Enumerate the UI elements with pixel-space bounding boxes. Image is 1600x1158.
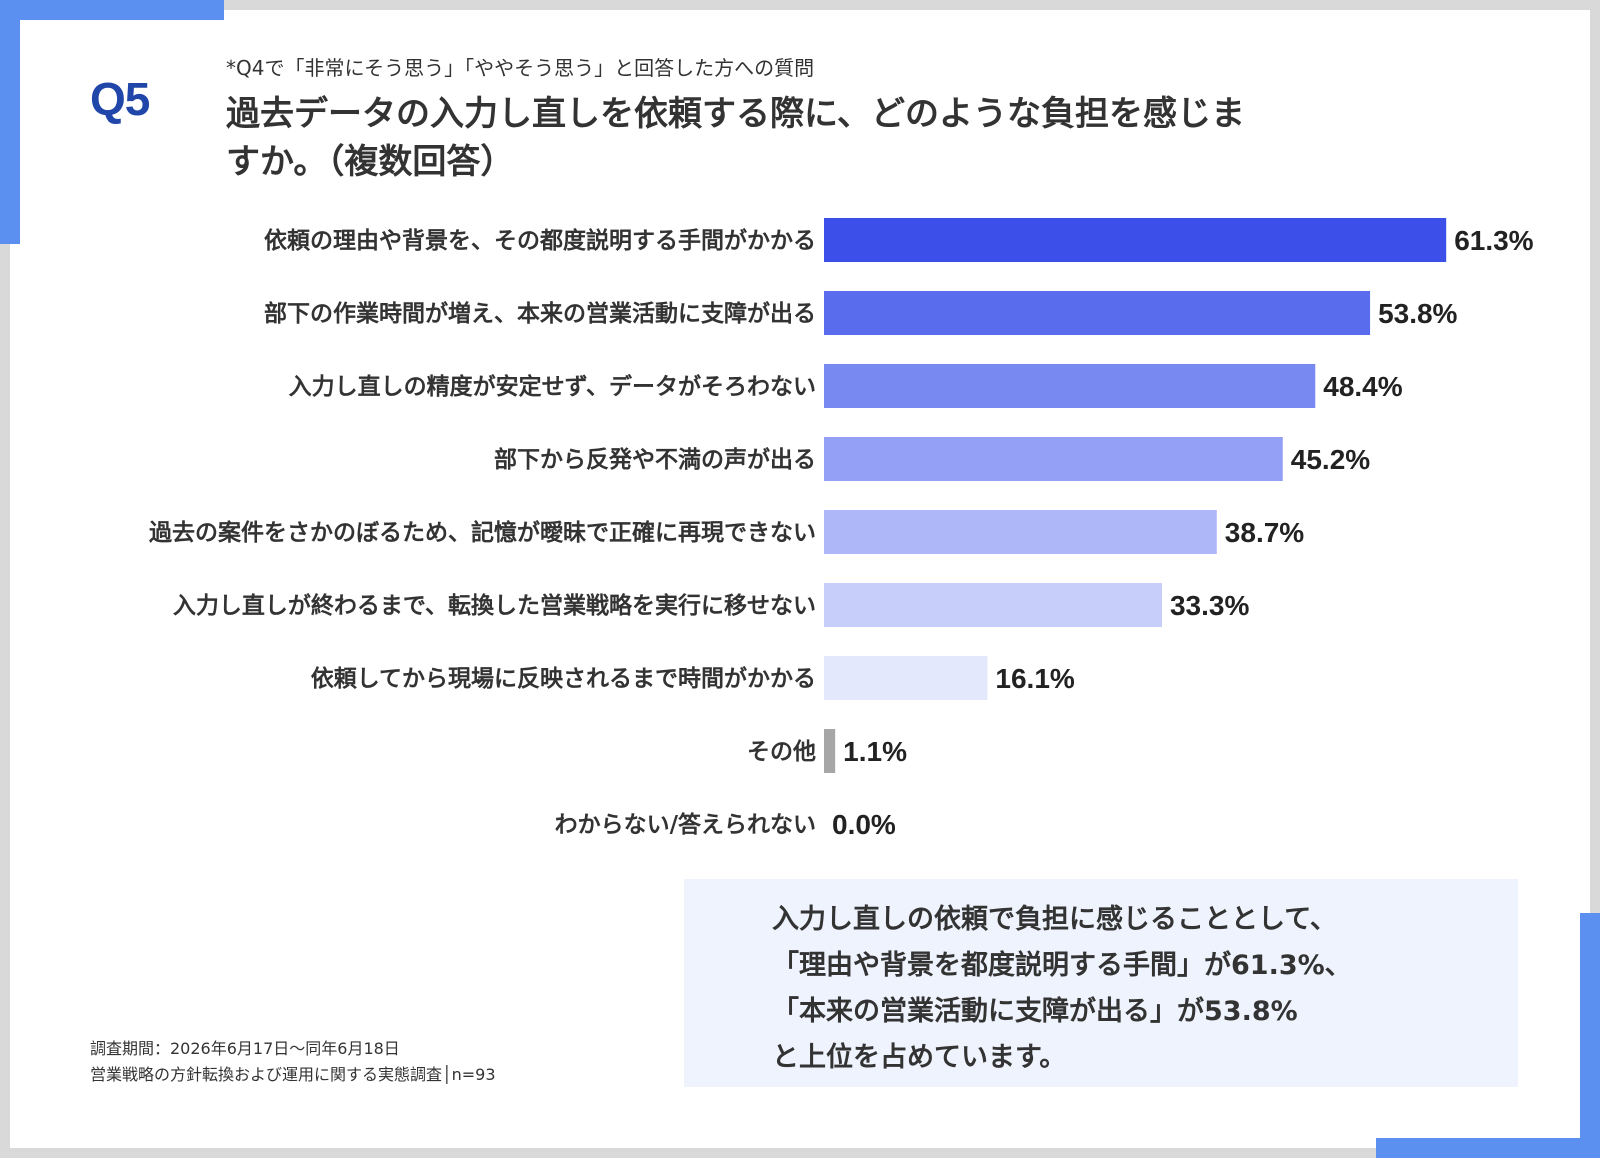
bar: [824, 656, 988, 700]
summary-box: 入力し直しの依頼で負担に感じることとして、 「理由や背景を都度説明する手間」が6…: [684, 879, 1518, 1087]
category-label: 依頼してから現場に反映されるまで時間がかかる: [311, 665, 816, 692]
bar: [824, 437, 1283, 481]
summary-text: 入力し直しの依頼で負担に感じることとして、 「理由や背景を都度説明する手間」が6…: [772, 904, 1352, 1073]
category-label: 部下の作業時間が増え、本来の営業活動に支障が出る: [264, 300, 816, 327]
value-label: 48.4%: [1323, 371, 1402, 402]
corner-accent-left: [0, 0, 20, 244]
category-label: 部下から反発や不満の声が出る: [494, 446, 816, 473]
question-number: Q5: [90, 73, 150, 125]
value-label: 33.3%: [1170, 590, 1249, 621]
bar: [824, 364, 1316, 408]
value-label: 1.1%: [843, 736, 907, 767]
survey-footer: 調査期間：2026年6月17日～同年6月18日 営業戦略の方針転換および運用に関…: [90, 1036, 496, 1088]
bar: [824, 510, 1217, 554]
category-label: 入力し直しの精度が安定せず、データがそろわない: [289, 373, 816, 400]
category-label: 過去の案件をさかのぼるため、記憶が曖昧で正確に再現できない: [149, 519, 816, 546]
value-label: 16.1%: [995, 663, 1074, 694]
survey-period: 調査期間：2026年6月17日～同年6月18日: [90, 1039, 400, 1058]
question-note: *Q4で「非常にそう思う」「ややそう思う」と回答した方への質問: [226, 56, 815, 80]
value-label: 38.7%: [1225, 517, 1304, 548]
value-label: 45.2%: [1291, 444, 1370, 475]
category-label: わからない/答えられない: [555, 811, 816, 838]
survey-name: 営業戦略の方針転換および運用に関する実態調査│n=93: [90, 1065, 496, 1084]
value-label: 0.0%: [832, 809, 896, 840]
corner-accent-right: [1580, 913, 1600, 1158]
corner-accent-bottom: [1376, 1138, 1600, 1158]
category-label: 入力し直しが終わるまで、転換した営業戦略を実行に移せない: [173, 592, 816, 619]
question-title: 過去データの入力し直しを依頼する際に、どのような負担を感じますか。（複数回答）: [226, 94, 1245, 182]
value-label: 53.8%: [1378, 298, 1457, 329]
bar: [824, 583, 1162, 627]
category-label: 依頼の理由や背景を、その都度説明する手間がかかる: [264, 227, 816, 254]
corner-accent-top: [0, 0, 224, 20]
bar: [824, 218, 1447, 262]
bar-chart: 依頼の理由や背景を、その都度説明する手間がかかる 61.3% 部下の作業時間が増え、…: [149, 218, 1534, 840]
category-label: その他: [747, 739, 816, 765]
value-label: 61.3%: [1454, 225, 1533, 256]
bar: [824, 729, 836, 773]
bar: [824, 291, 1371, 335]
